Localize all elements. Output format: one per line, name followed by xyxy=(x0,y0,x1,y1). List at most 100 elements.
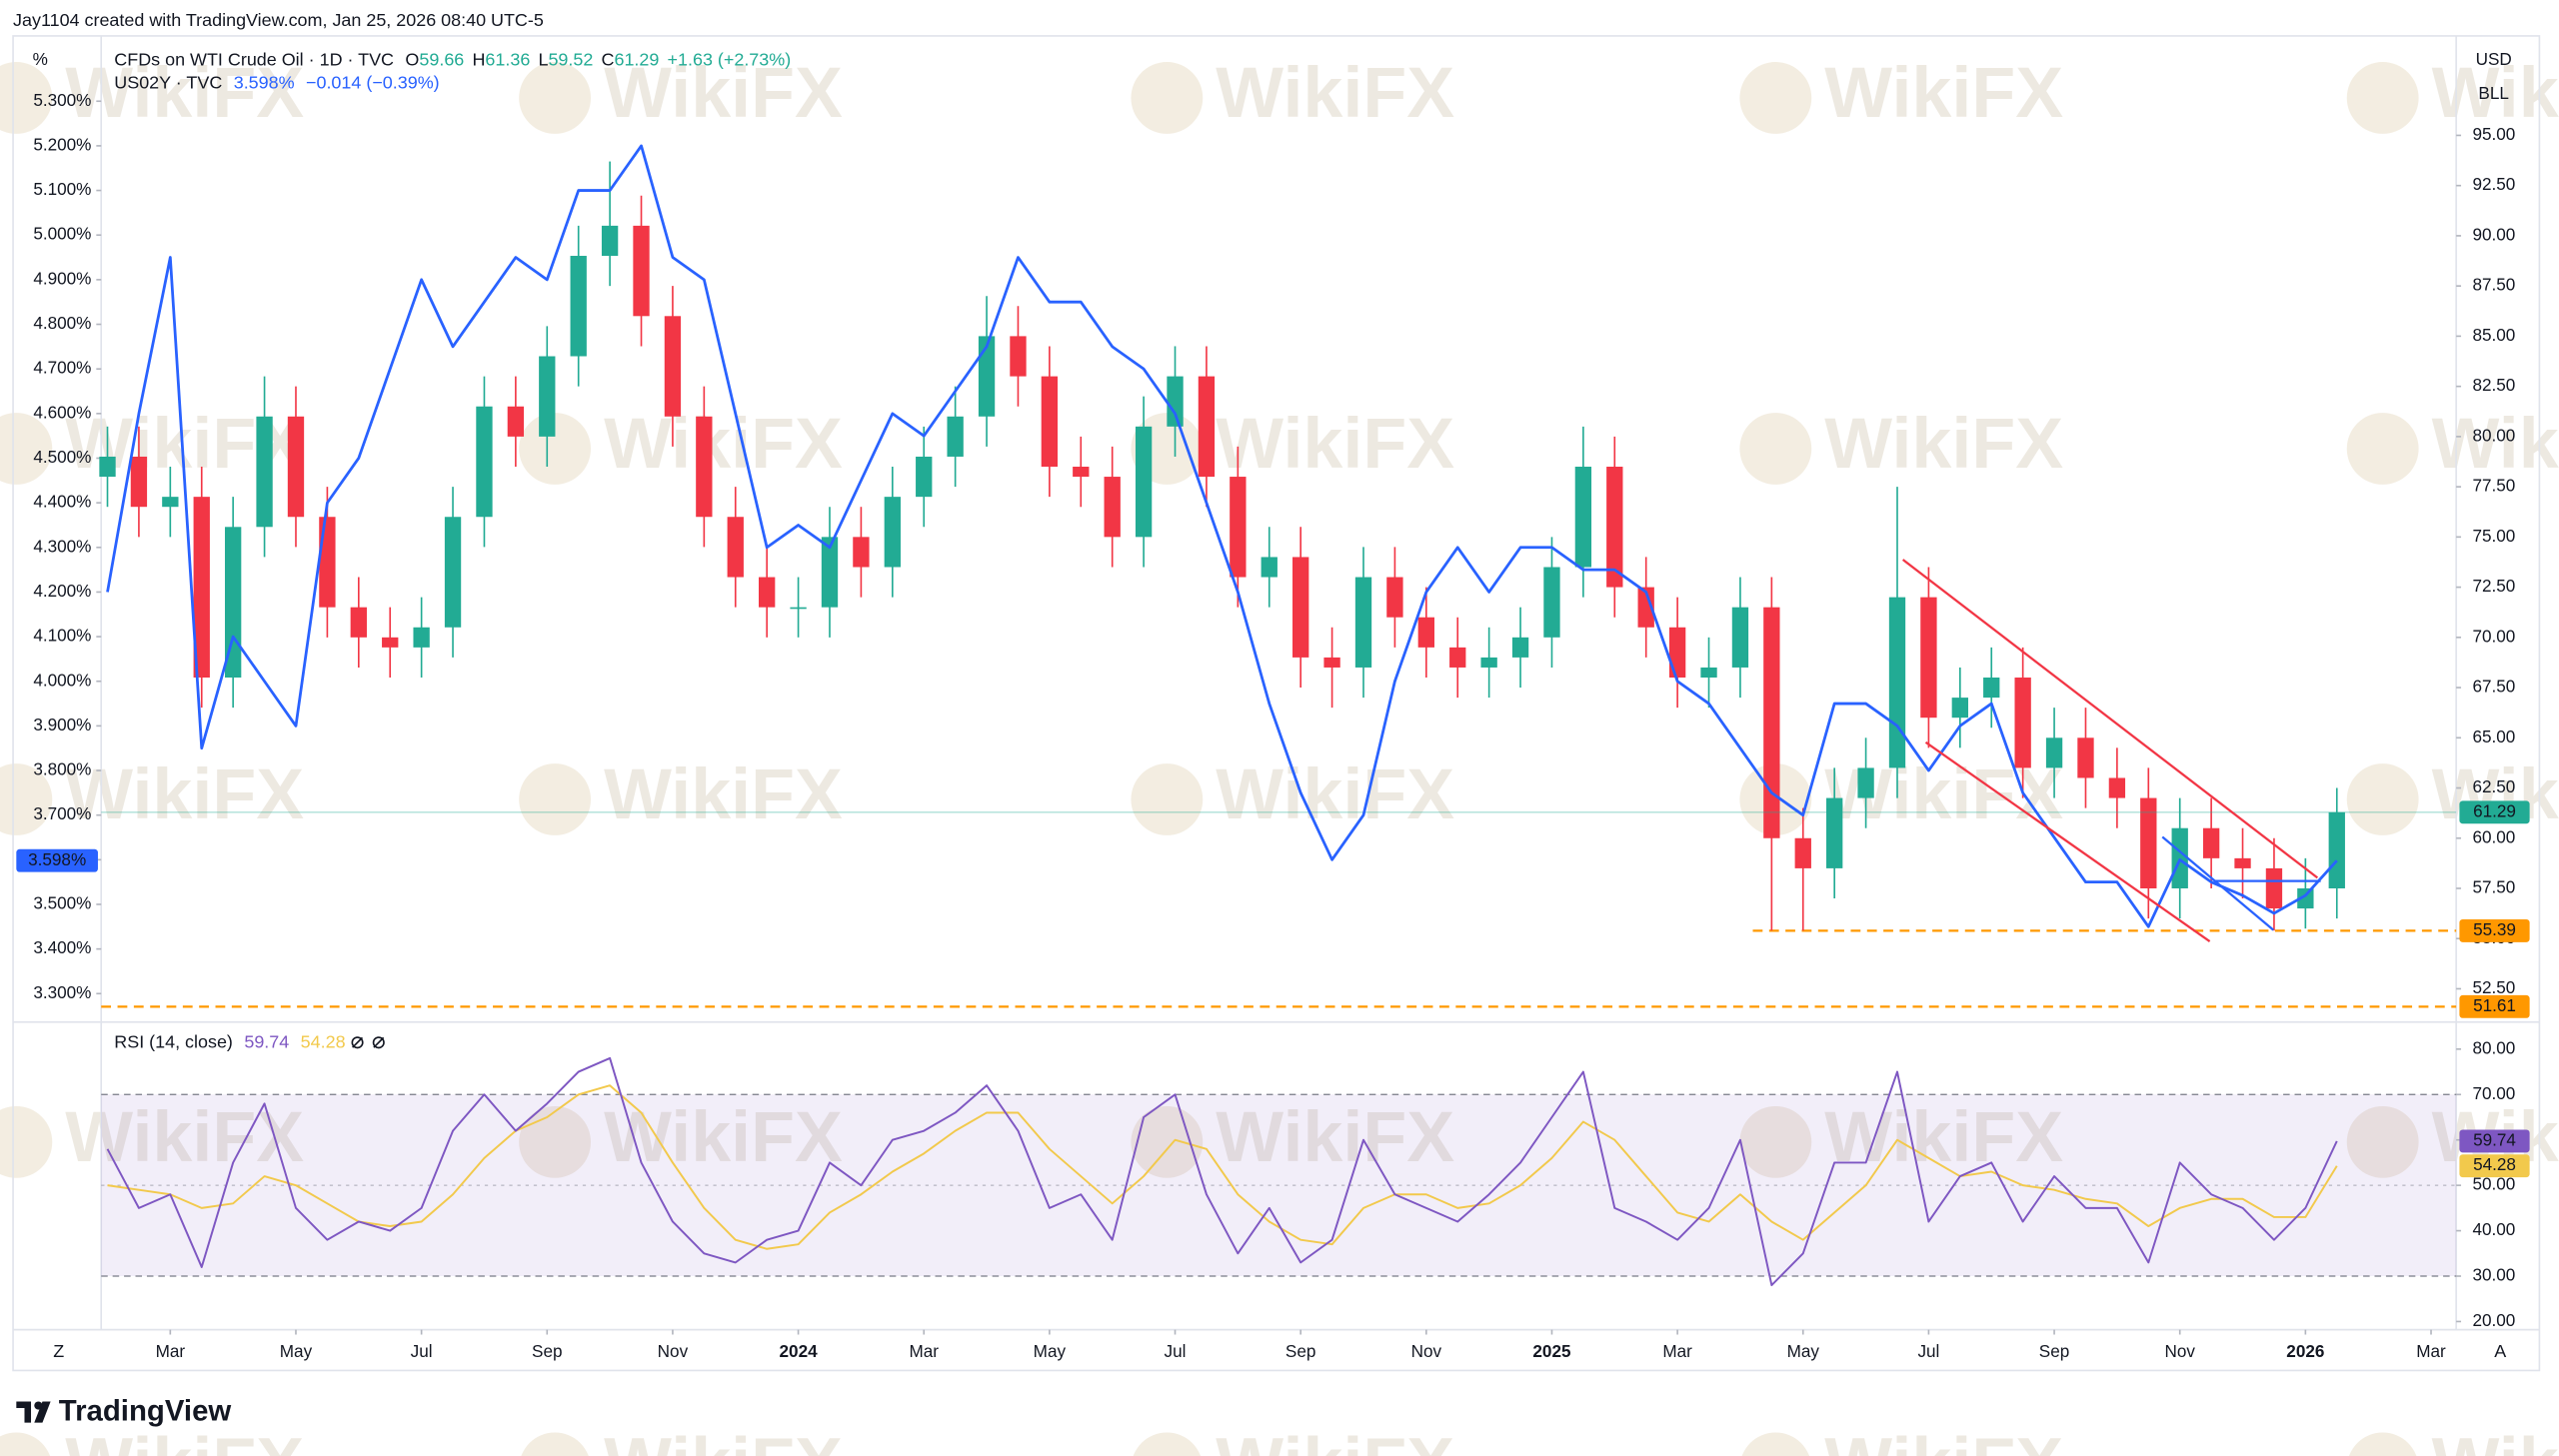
candle-body xyxy=(1763,607,1780,838)
candle-body xyxy=(696,416,713,518)
hline-label: 51.61 xyxy=(2473,995,2516,1015)
scale-button[interactable]: Z xyxy=(53,1341,64,1361)
legend-value: 59.74 xyxy=(244,1031,289,1051)
candle-body xyxy=(539,356,556,437)
watermark: WikiFX xyxy=(604,1423,843,1456)
candle-body xyxy=(1230,477,1247,578)
candle-body xyxy=(2014,678,2031,768)
legend-value: 59.66 xyxy=(419,49,464,69)
candle-body xyxy=(319,517,336,608)
y2-tick-label: 95.00 xyxy=(2472,124,2515,144)
series-line xyxy=(107,1084,2338,1250)
labels: 3.300%3.400%3.500%3.600%3.700%3.800%3.90… xyxy=(16,90,2530,1361)
candle-body xyxy=(1167,376,1184,427)
y-tick-label: 3.400% xyxy=(33,937,91,957)
candle-body xyxy=(916,456,933,498)
rsi-y-tick-label: 20.00 xyxy=(2472,1310,2515,1330)
y-tick-label: 3.500% xyxy=(33,893,91,913)
watermark-icon xyxy=(519,763,592,835)
rsi-y-tick-label: 80.00 xyxy=(2472,1037,2515,1057)
candle-body xyxy=(664,316,682,417)
candle-body xyxy=(821,537,839,608)
rsi-y-tick-label: 70.00 xyxy=(2472,1083,2515,1103)
y2-tick-label: 52.50 xyxy=(2472,977,2515,997)
rsi-y-tick-label: 40.00 xyxy=(2472,1219,2515,1239)
candle-body xyxy=(130,456,148,508)
x-tick-label: 2024 xyxy=(780,1341,819,1361)
x-tick-label: Nov xyxy=(658,1341,689,1361)
rsi-value-label: 54.28 xyxy=(2473,1154,2516,1174)
y-tick-label: 4.200% xyxy=(33,581,91,601)
candle-body xyxy=(1857,767,1874,798)
last-value-label: 3.598% xyxy=(28,849,86,869)
rsi-title: RSI (14, close) xyxy=(114,1031,233,1051)
watermark: WikiFX xyxy=(604,754,843,834)
x-tick-label: Sep xyxy=(1285,1341,1315,1361)
y-tick-label: 4.300% xyxy=(33,536,91,556)
y2-tick-label: 85.00 xyxy=(2472,325,2515,345)
watermark: WikiFX xyxy=(1824,1423,2063,1456)
y-tick-label: 4.100% xyxy=(33,626,91,646)
candle-body xyxy=(2265,867,2283,909)
legend-key: O xyxy=(405,49,419,69)
candle-body xyxy=(2140,797,2157,888)
y2-tick-label: 57.50 xyxy=(2472,877,2515,897)
legend-change: −0.014 (−0.39%) xyxy=(306,72,440,92)
watermark-icon xyxy=(1739,413,1812,485)
watermark-icon xyxy=(1739,62,1812,134)
candle-body xyxy=(507,406,525,437)
x-tick-label: Sep xyxy=(532,1341,562,1361)
candle-body xyxy=(727,517,744,578)
hline-label: 55.39 xyxy=(2473,919,2516,939)
watermark: WikiFX xyxy=(1216,1423,1454,1456)
watermark: WikiFX xyxy=(604,404,843,484)
candle-body xyxy=(1826,797,1843,868)
y2-tick-label: 62.50 xyxy=(2472,776,2515,796)
candle-body xyxy=(1920,597,1937,719)
watermark: WikiFX xyxy=(1824,1097,2063,1177)
candle-body xyxy=(476,406,493,518)
hide-icon-slash xyxy=(373,1036,385,1048)
candle-body xyxy=(790,607,807,610)
hide-icon[interactable] xyxy=(372,1036,385,1049)
x-tick-label: Mar xyxy=(156,1341,186,1361)
y2-tick-label: 75.00 xyxy=(2472,526,2515,546)
y2-tick-label: 82.50 xyxy=(2472,375,2515,395)
trend-line xyxy=(1901,559,2319,879)
candle-body xyxy=(193,497,210,679)
watermark-icon xyxy=(1739,1105,1812,1178)
scale-button[interactable]: A xyxy=(2494,1341,2506,1361)
y2-unit: USD xyxy=(2476,49,2512,69)
y-tick-label: 3.700% xyxy=(33,803,91,823)
watermark: WikiFX xyxy=(1216,53,1454,133)
legend-change: +1.63 (+2.73%) xyxy=(668,49,792,69)
candle-body xyxy=(256,416,273,528)
y2-unit: BLL xyxy=(2478,83,2508,103)
candle-body xyxy=(1983,678,2000,699)
plot xyxy=(96,100,2462,1335)
watermark: WikiFX xyxy=(1824,53,2063,133)
watermark: WikiFX xyxy=(1216,754,1454,834)
candle-body xyxy=(947,416,964,457)
rsi-y-tick-label: 30.00 xyxy=(2472,1265,2515,1285)
candle-body xyxy=(1135,426,1153,538)
y-tick-label: 5.200% xyxy=(33,134,91,154)
watermark: WikiFX xyxy=(1216,1097,1454,1177)
watermark-icon xyxy=(2346,62,2419,134)
watermark-icon xyxy=(519,1105,592,1178)
y2-tick-label: 90.00 xyxy=(2472,224,2515,244)
watermark: WikiFX xyxy=(2432,53,2559,133)
candle-body xyxy=(287,416,305,518)
hide-icon[interactable] xyxy=(351,1036,364,1049)
candle-body xyxy=(884,497,901,568)
watermark: WikiFX xyxy=(2432,1423,2559,1456)
hline-label-bg xyxy=(2459,994,2530,1018)
logo: TradingView xyxy=(16,1395,231,1428)
candle-body xyxy=(2077,737,2094,778)
candle-body xyxy=(224,527,242,679)
watermark: WikiFX xyxy=(1824,404,2063,484)
y-tick-label: 3.300% xyxy=(33,982,91,1002)
watermark-icon xyxy=(2346,413,2419,485)
candle-body xyxy=(759,577,776,608)
